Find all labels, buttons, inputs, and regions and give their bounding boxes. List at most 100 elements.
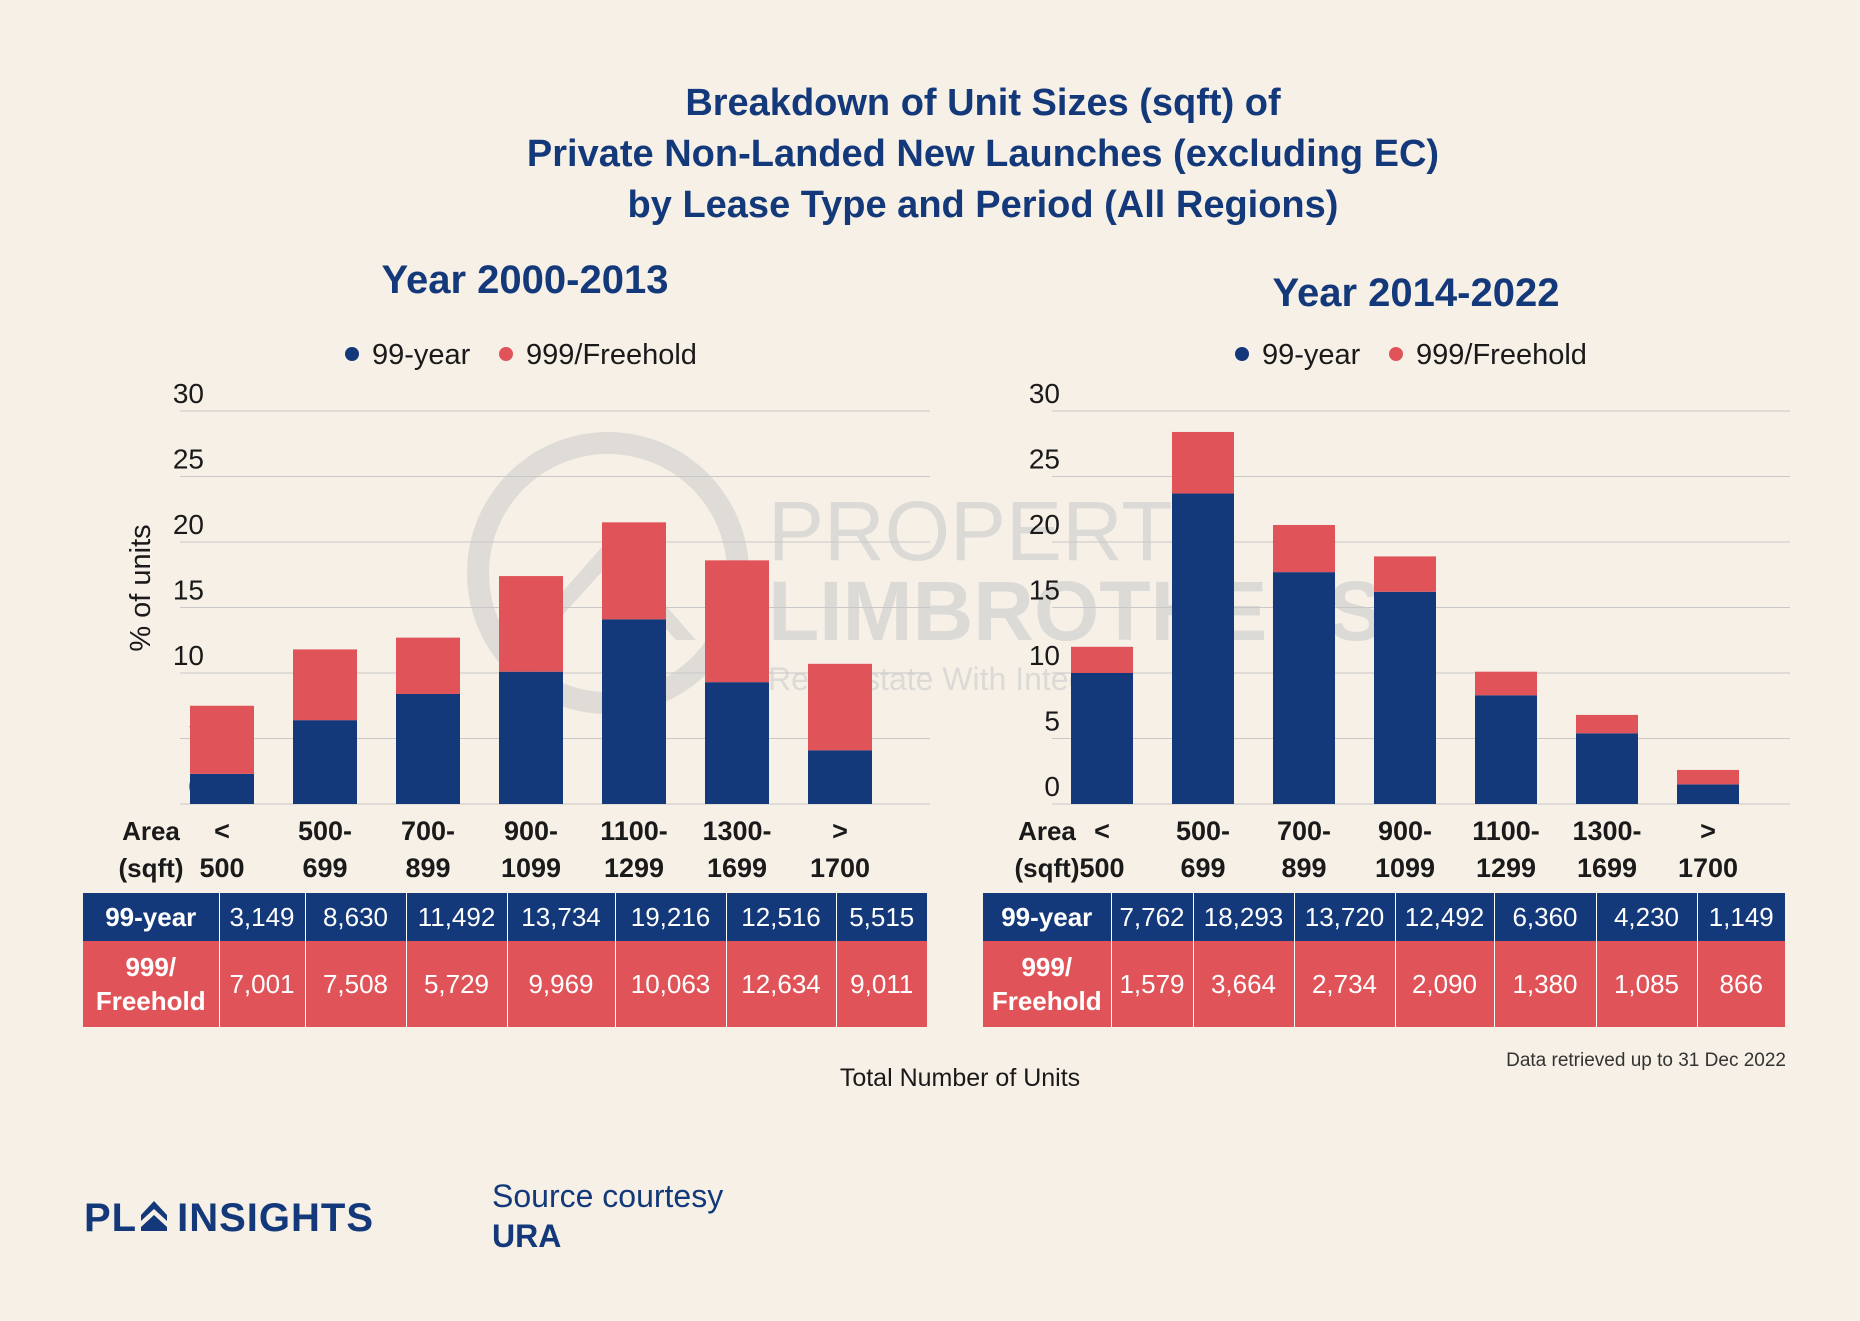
x-tick-label-top: 900-: [504, 816, 558, 846]
table-cell-99-year: 7,762: [1111, 893, 1194, 941]
x-tick-label-bottom: 1299: [1476, 853, 1536, 883]
x-tick-label-top: 700-: [401, 816, 455, 846]
source-credit: Source courtesy URA: [492, 1176, 723, 1256]
table-cell-99-year: 3,149: [219, 893, 306, 941]
table-cell-freehold: 3,664: [1193, 941, 1295, 1027]
x-tick-label-bottom: 899: [405, 853, 450, 883]
table-cell-freehold: 9,969: [507, 941, 616, 1027]
y-tick-label: 10: [173, 640, 204, 671]
x-tick-label-bottom: 500: [199, 853, 244, 883]
bar-99-year: [602, 619, 666, 804]
legend-marker: [499, 347, 513, 361]
y-tick-label: 30: [173, 378, 204, 409]
table-cell-freehold: 7,508: [305, 941, 407, 1027]
table-cell-freehold: 2,090: [1395, 941, 1495, 1027]
units-table-2014-2022: 99-year 7,762 18,293 13,720 12,492 6,360 4,230…: [983, 893, 1785, 1027]
table-cell-99-year: 8,630: [305, 893, 407, 941]
x-tick-label-top: 500-: [1176, 816, 1230, 846]
brand-name-left: PL: [84, 1195, 138, 1240]
title-line-1: Breakdown of Unit Sizes (sqft) of: [685, 82, 1281, 124]
title-line-3: by Lease Type and Period (All Regions): [627, 184, 1339, 226]
bar-99-year: [1273, 572, 1335, 804]
x-tick-label-bottom: 1699: [707, 853, 767, 883]
table-cell-freehold: 10,063: [615, 941, 727, 1027]
bar-freehold: [808, 663, 872, 751]
table-cell-freehold: 1,380: [1494, 941, 1597, 1027]
table-cell-freehold: 1,579: [1111, 941, 1194, 1027]
legend-label: 99-year: [372, 339, 471, 371]
chart-title: Year 2014-2022: [1273, 271, 1560, 315]
area-label-line-2: (sqft): [119, 853, 184, 883]
area-label-line-1: Area: [122, 816, 180, 846]
bar-99-year: [499, 671, 563, 804]
row-label-freehold-line-1: 999/: [1021, 952, 1073, 982]
brand-name-right: INSIGHTS: [177, 1195, 375, 1240]
x-tick-label-top: >: [1700, 816, 1716, 846]
table-cell-freehold: 9,011: [836, 941, 927, 1027]
bar-99-year: [1677, 784, 1739, 804]
y-tick-label: 25: [1029, 444, 1060, 475]
table-cell-99-year: 4,230: [1596, 893, 1698, 941]
y-tick-label: 10: [1029, 640, 1060, 671]
table-row-freehold: 999/Freehold 7,001 7,508 5,729 9,969 10,063 12…: [83, 941, 927, 1027]
y-tick-label: 15: [1029, 575, 1060, 606]
x-tick-label-top: <: [214, 816, 230, 846]
x-tick-label-top: 500-: [298, 816, 352, 846]
table-cell-99-year: 6,360: [1494, 893, 1597, 941]
bar-99-year: [705, 682, 769, 804]
x-tick-label-bottom: 1099: [1375, 853, 1435, 883]
page-title: Breakdown of Unit Sizes (sqft) of Privat…: [0, 78, 1860, 231]
bar-freehold: [499, 576, 563, 672]
bar-99-year: [190, 773, 254, 804]
bar-freehold: [1576, 714, 1638, 734]
row-label-freehold-line-2: Freehold: [95, 986, 206, 1016]
table-cell-99-year: 11,492: [406, 893, 508, 941]
legend-label: 99-year: [1262, 339, 1361, 371]
roof-icon: [139, 1196, 169, 1241]
legend-marker: [1389, 347, 1403, 361]
x-tick-label-bottom: 1299: [604, 853, 664, 883]
table-row-freehold: 999/Freehold 1,579 3,664 2,734 2,090 1,380 1,0…: [983, 941, 1785, 1027]
bar-99-year: [1374, 591, 1436, 804]
bar-freehold: [1071, 646, 1133, 673]
row-label-99-year: 99-year: [83, 893, 220, 941]
bar-freehold: [190, 705, 254, 774]
x-tick-label-top: 700-: [1277, 816, 1331, 846]
units-table-2000-2013: 99-year 3,149 8,630 11,492 13,734 19,216 12,51…: [83, 893, 927, 1027]
bar-freehold: [1172, 431, 1234, 494]
x-tick-label-top: 1300-: [1572, 816, 1641, 846]
chart-title: Year 2000-2013: [382, 258, 669, 302]
y-tick-label: 15: [173, 575, 204, 606]
bar-99-year: [293, 720, 357, 804]
x-tick-label-top: <: [1094, 816, 1110, 846]
bar-freehold: [1677, 769, 1739, 785]
footnote: Data retrieved up to 31 Dec 2022: [1506, 1050, 1786, 1071]
table-cell-freehold: 5,729: [406, 941, 508, 1027]
table-cell-99-year: 13,734: [507, 893, 616, 941]
bar-freehold: [1475, 671, 1537, 696]
y-tick-label: 20: [1029, 509, 1060, 540]
table-cell-99-year: 18,293: [1193, 893, 1295, 941]
bar-freehold: [396, 637, 460, 694]
brand-logo: PL INSIGHTS: [84, 1195, 374, 1241]
x-tick-label-bottom: 1699: [1577, 853, 1637, 883]
area-label-line-2: (sqft): [1015, 853, 1080, 883]
bar-99-year: [1172, 493, 1234, 804]
x-tick-label-top: 1100-: [600, 816, 668, 846]
x-tick-label-top: 1300-: [702, 816, 771, 846]
table-row-99-year: 99-year 3,149 8,630 11,492 13,734 19,216 12,51…: [83, 893, 927, 941]
legend-marker: [1235, 347, 1249, 361]
bar-99-year: [1576, 733, 1638, 804]
row-label-freehold-line-2: Freehold: [991, 986, 1102, 1016]
bar-99-year: [1475, 695, 1537, 804]
table-cell-freehold: 7,001: [219, 941, 306, 1027]
table-cell-freehold: 866: [1697, 941, 1785, 1027]
legend-marker: [345, 347, 359, 361]
table-cell-99-year: 1,149: [1697, 893, 1785, 941]
watermark-line-1: PROPERTY: [768, 484, 1229, 578]
total-units-label: Total Number of Units: [839, 1064, 1081, 1092]
source-line-2: URA: [492, 1218, 562, 1254]
source-line-1: Source courtesy: [492, 1178, 724, 1214]
table-cell-99-year: 5,515: [836, 893, 927, 941]
